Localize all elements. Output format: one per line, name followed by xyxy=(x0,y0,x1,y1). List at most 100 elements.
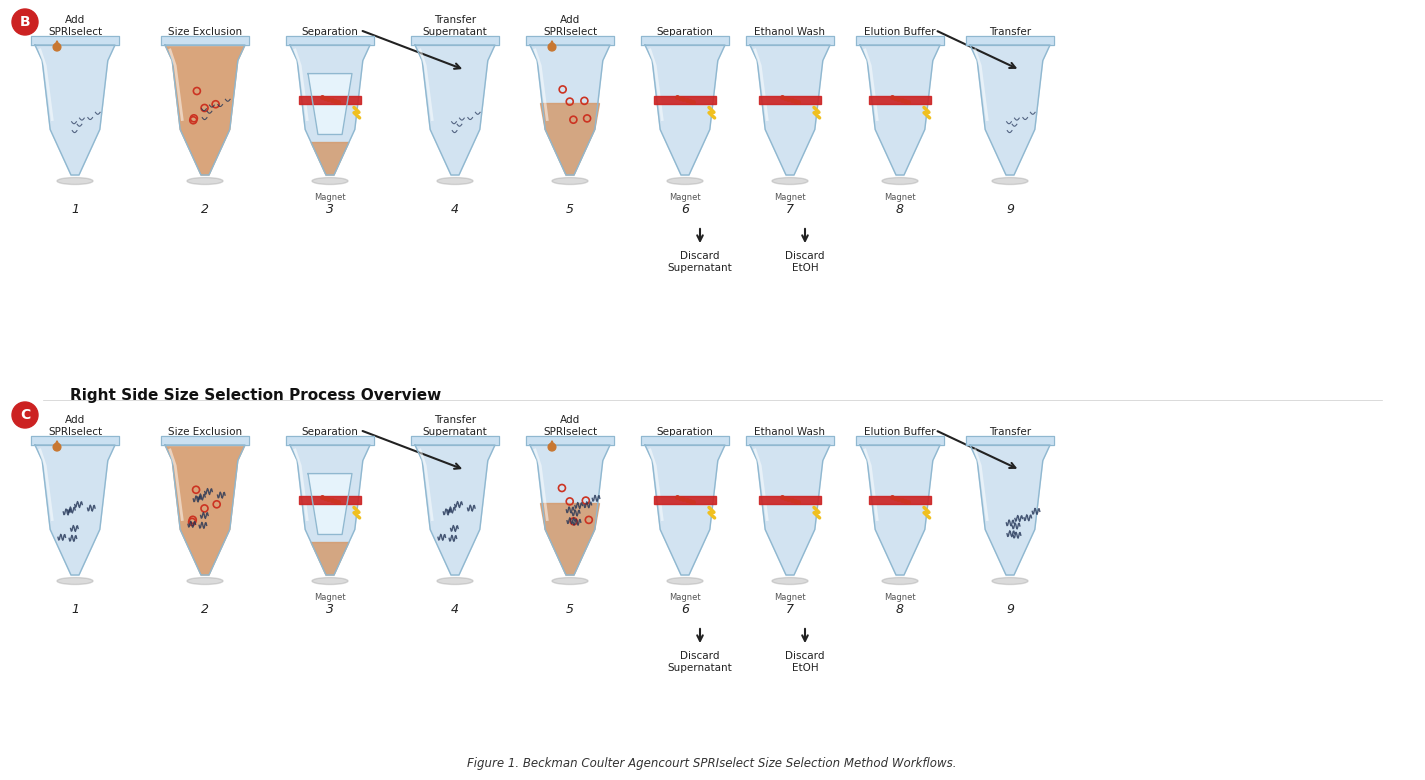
Circle shape xyxy=(11,9,38,35)
Polygon shape xyxy=(549,41,554,47)
Polygon shape xyxy=(641,36,730,45)
Text: Size Exclusion: Size Exclusion xyxy=(168,427,242,437)
Text: Magnet: Magnet xyxy=(314,193,346,202)
Polygon shape xyxy=(36,45,115,175)
Ellipse shape xyxy=(667,178,703,185)
Polygon shape xyxy=(646,45,725,175)
Text: Transfer: Transfer xyxy=(989,427,1032,437)
Polygon shape xyxy=(410,36,499,45)
Text: Right Side Size Selection Process Overview: Right Side Size Selection Process Overvi… xyxy=(70,388,442,403)
Text: Add
SPRIselect: Add SPRIselect xyxy=(48,416,103,437)
Text: 5: 5 xyxy=(566,203,574,216)
Polygon shape xyxy=(549,441,554,447)
Circle shape xyxy=(53,443,61,451)
Polygon shape xyxy=(286,36,373,45)
Polygon shape xyxy=(970,445,1050,575)
Polygon shape xyxy=(760,495,821,504)
Text: Figure 1. Beckman Coulter Agencourt SPRIselect Size Selection Method Workflows.: Figure 1. Beckman Coulter Agencourt SPRI… xyxy=(467,757,956,770)
Text: C: C xyxy=(20,408,30,422)
Polygon shape xyxy=(31,36,120,45)
Polygon shape xyxy=(970,45,1050,175)
Text: Magnet: Magnet xyxy=(670,593,701,602)
Ellipse shape xyxy=(551,178,589,185)
Circle shape xyxy=(53,43,61,51)
Polygon shape xyxy=(861,445,940,575)
Text: Magnet: Magnet xyxy=(314,593,346,602)
Polygon shape xyxy=(415,445,494,575)
Text: Add
SPRIselect: Add SPRIselect xyxy=(543,416,597,437)
Text: Magnet: Magnet xyxy=(884,193,916,202)
Ellipse shape xyxy=(772,178,808,185)
Polygon shape xyxy=(291,45,370,175)
Polygon shape xyxy=(869,96,931,104)
Polygon shape xyxy=(540,104,600,175)
Polygon shape xyxy=(165,445,245,575)
Polygon shape xyxy=(291,445,370,575)
Text: Elution Buffer: Elution Buffer xyxy=(864,27,936,37)
Polygon shape xyxy=(750,445,829,575)
Text: Elution Buffer: Elution Buffer xyxy=(864,427,936,437)
Ellipse shape xyxy=(312,577,348,584)
Polygon shape xyxy=(299,96,361,104)
Polygon shape xyxy=(31,436,120,445)
Text: 7: 7 xyxy=(787,603,794,616)
Ellipse shape xyxy=(992,178,1027,185)
Polygon shape xyxy=(299,495,361,504)
Polygon shape xyxy=(760,96,821,104)
Polygon shape xyxy=(161,36,249,45)
Polygon shape xyxy=(641,436,730,445)
Ellipse shape xyxy=(57,178,93,185)
Polygon shape xyxy=(966,436,1054,445)
Text: B: B xyxy=(20,15,30,29)
Text: Ethanol Wash: Ethanol Wash xyxy=(754,27,825,37)
Ellipse shape xyxy=(437,577,473,584)
Polygon shape xyxy=(530,45,610,175)
Text: Size Exclusion: Size Exclusion xyxy=(168,27,242,37)
Text: Magnet: Magnet xyxy=(884,593,916,602)
Text: 1: 1 xyxy=(71,203,78,216)
Ellipse shape xyxy=(312,178,348,185)
Circle shape xyxy=(11,402,38,428)
Text: Transfer
Supernatant: Transfer Supernatant xyxy=(423,416,487,437)
Ellipse shape xyxy=(437,178,473,185)
Text: 3: 3 xyxy=(326,203,333,216)
Text: Magnet: Magnet xyxy=(774,193,805,202)
Ellipse shape xyxy=(187,577,222,584)
Polygon shape xyxy=(747,36,834,45)
Text: 2: 2 xyxy=(201,603,209,616)
Polygon shape xyxy=(36,445,115,575)
Polygon shape xyxy=(161,436,249,445)
Text: 8: 8 xyxy=(896,603,903,616)
Text: 3: 3 xyxy=(326,603,333,616)
Text: 5: 5 xyxy=(566,603,574,616)
Text: 9: 9 xyxy=(1006,603,1015,616)
Polygon shape xyxy=(308,73,352,134)
Text: Separation: Separation xyxy=(657,427,714,437)
Polygon shape xyxy=(654,495,715,504)
Polygon shape xyxy=(654,96,715,104)
Text: 4: 4 xyxy=(450,603,459,616)
Polygon shape xyxy=(311,543,349,575)
Polygon shape xyxy=(415,45,494,175)
Text: Transfer: Transfer xyxy=(989,27,1032,37)
Ellipse shape xyxy=(882,577,918,584)
Ellipse shape xyxy=(992,577,1027,584)
Ellipse shape xyxy=(882,178,918,185)
Polygon shape xyxy=(54,441,60,447)
Polygon shape xyxy=(54,41,60,47)
Polygon shape xyxy=(308,473,352,534)
Polygon shape xyxy=(286,436,373,445)
Text: Magnet: Magnet xyxy=(670,193,701,202)
Polygon shape xyxy=(526,436,614,445)
Text: Discard
EtOH: Discard EtOH xyxy=(785,251,825,272)
Text: 4: 4 xyxy=(450,203,459,216)
Ellipse shape xyxy=(667,577,703,584)
Circle shape xyxy=(549,443,556,451)
Text: Separation: Separation xyxy=(302,27,359,37)
Text: Discard
EtOH: Discard EtOH xyxy=(785,651,825,672)
Text: 6: 6 xyxy=(681,203,690,216)
Ellipse shape xyxy=(551,577,589,584)
Polygon shape xyxy=(966,36,1054,45)
Text: Ethanol Wash: Ethanol Wash xyxy=(754,427,825,437)
Polygon shape xyxy=(856,436,943,445)
